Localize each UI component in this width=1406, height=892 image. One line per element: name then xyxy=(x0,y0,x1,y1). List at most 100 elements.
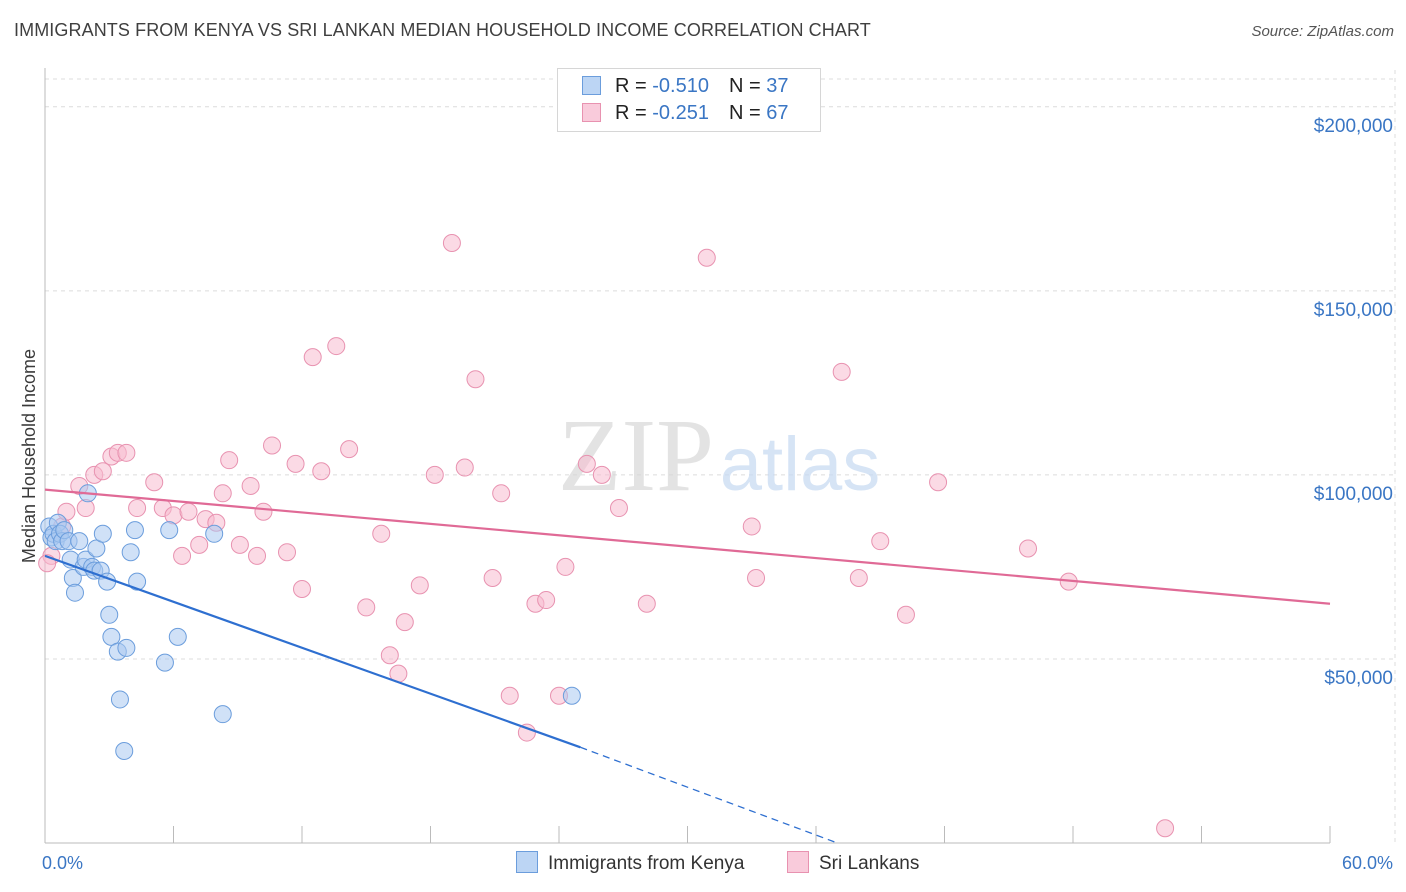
srilanka-point-65 xyxy=(1156,819,1175,838)
kenya-point-26 xyxy=(115,741,134,760)
kenya-point-36 xyxy=(562,686,581,705)
legend-kenya-n-value: 37 xyxy=(766,75,789,97)
srilanka-point-38 xyxy=(410,576,429,595)
kenya-point-20 xyxy=(93,524,112,543)
srilanka-point-59 xyxy=(849,568,868,587)
kenya-trend-extension xyxy=(580,746,838,844)
bottom-legend-kenya: Immigrants from Kenya xyxy=(516,851,744,875)
srilanka-point-25 xyxy=(263,436,282,455)
watermark: ZIP atlas xyxy=(558,398,880,513)
srilanka-point-44 xyxy=(492,484,511,503)
srilanka-point-43 xyxy=(483,568,502,587)
srilanka-point-35 xyxy=(380,646,399,665)
srilanka-point-42 xyxy=(466,370,485,389)
srilanka-point-56 xyxy=(742,517,761,536)
kenya-point-30 xyxy=(128,572,147,591)
kenya-point-32 xyxy=(160,521,179,540)
watermark-atlas: atlas xyxy=(720,422,881,507)
x-tick-labels: 0.0% 60.0% xyxy=(42,853,1393,873)
trend-lines xyxy=(44,488,1331,844)
kenya-point-33 xyxy=(168,627,187,646)
x-tick-label-end: 60.0% xyxy=(1342,853,1393,873)
bottom-legend-srilanka: Sri Lankans xyxy=(787,851,919,875)
chart-title: IMMIGRANTS FROM KENYA VS SRI LANKAN MEDI… xyxy=(14,20,871,40)
legend-swatch-kenya xyxy=(582,76,601,95)
y-tick-labels: $50,000 $100,000 $150,000 $200,000 xyxy=(1314,116,1393,689)
y-tick-label-3: $200,000 xyxy=(1314,116,1393,137)
srilanka-point-21 xyxy=(230,535,249,554)
source-credit: Source: ZipAtlas.com xyxy=(1251,23,1394,40)
srilanka-point-4 xyxy=(76,499,95,518)
srilanka-point-54 xyxy=(637,594,656,613)
srilanka-point-20 xyxy=(220,451,239,470)
kenya-point-11 xyxy=(65,583,84,602)
srilanka-point-30 xyxy=(312,462,331,481)
y-tick-label-2: $150,000 xyxy=(1314,300,1393,321)
srilanka-point-39 xyxy=(425,465,444,484)
srilanka-point-50 xyxy=(556,557,575,576)
kenya-point-27 xyxy=(117,638,136,657)
y-axis-title: Median Household Income xyxy=(19,349,39,563)
srilanka-point-45 xyxy=(500,686,519,705)
legend-kenya-r-label: R = xyxy=(615,75,653,97)
legend-srilanka-n-label: N = xyxy=(728,102,767,124)
srilanka-point-63 xyxy=(1019,539,1038,558)
srilanka-point-11 xyxy=(145,473,164,492)
srilanka-point-57 xyxy=(747,568,766,587)
srilanka-point-16 xyxy=(190,535,209,554)
srilanka-point-15 xyxy=(179,502,198,521)
legend-kenya-n-label: N = xyxy=(728,75,767,97)
srilanka-point-27 xyxy=(286,454,305,473)
kenya-point-28 xyxy=(121,543,140,562)
legend-srilanka-r-label: R = xyxy=(615,102,653,124)
kenya-point-31 xyxy=(155,653,174,672)
kenya-point-35 xyxy=(213,705,232,724)
srilanka-point-53 xyxy=(609,499,628,518)
srilanka-point-60 xyxy=(871,532,890,551)
srilanka-trend-line xyxy=(44,488,1331,605)
srilanka-point-34 xyxy=(372,524,391,543)
srilanka-point-48 xyxy=(537,591,556,610)
srilanka-point-32 xyxy=(340,440,359,459)
srilanka-point-61 xyxy=(896,605,915,624)
srilanka-point-52 xyxy=(592,465,611,484)
srilanka-point-9 xyxy=(117,443,136,462)
kenya-point-34 xyxy=(205,524,224,543)
watermark-zip: ZIP xyxy=(558,398,714,513)
legend-row-srilanka: R = -0.251 N = 67 xyxy=(582,102,788,128)
srilanka-point-14 xyxy=(173,546,192,565)
srilanka-point-62 xyxy=(929,473,948,492)
srilanka-point-46 xyxy=(517,723,536,742)
series-srilanka-points xyxy=(38,234,1175,838)
srilanka-point-37 xyxy=(395,613,414,632)
axes xyxy=(44,68,1331,844)
y-tick-label-0: $50,000 xyxy=(1324,668,1393,689)
srilanka-point-55 xyxy=(697,248,716,267)
series-kenya-points xyxy=(40,484,581,760)
srilanka-point-41 xyxy=(455,458,474,477)
bottom-legend-swatch-srilanka xyxy=(787,851,809,873)
bottom-legend-label-srilanka: Sri Lankans xyxy=(819,853,920,874)
srilanka-point-23 xyxy=(248,546,267,565)
srilanka-point-6 xyxy=(93,462,112,481)
legend-swatch-srilanka xyxy=(582,103,601,122)
srilanka-point-10 xyxy=(128,499,147,518)
kenya-point-25 xyxy=(110,690,129,709)
srilanka-point-58 xyxy=(832,362,851,381)
y-tick-label-1: $100,000 xyxy=(1314,484,1393,505)
legend-srilanka-r-value: -0.251 xyxy=(652,102,709,124)
kenya-point-29 xyxy=(125,521,144,540)
srilanka-point-29 xyxy=(303,348,322,367)
srilanka-point-22 xyxy=(241,476,260,495)
srilanka-point-26 xyxy=(278,543,297,562)
legend-row-kenya: R = -0.510 N = 37 xyxy=(582,75,788,101)
srilanka-point-28 xyxy=(293,580,311,599)
srilanka-point-40 xyxy=(442,234,461,253)
srilanka-point-51 xyxy=(577,454,596,473)
kenya-point-12 xyxy=(70,532,89,551)
srilanka-point-24 xyxy=(254,502,273,521)
legend-kenya-r-value: -0.510 xyxy=(652,75,709,97)
bottom-legend-label-kenya: Immigrants from Kenya xyxy=(548,853,745,874)
x-tick-label-start: 0.0% xyxy=(42,853,83,873)
